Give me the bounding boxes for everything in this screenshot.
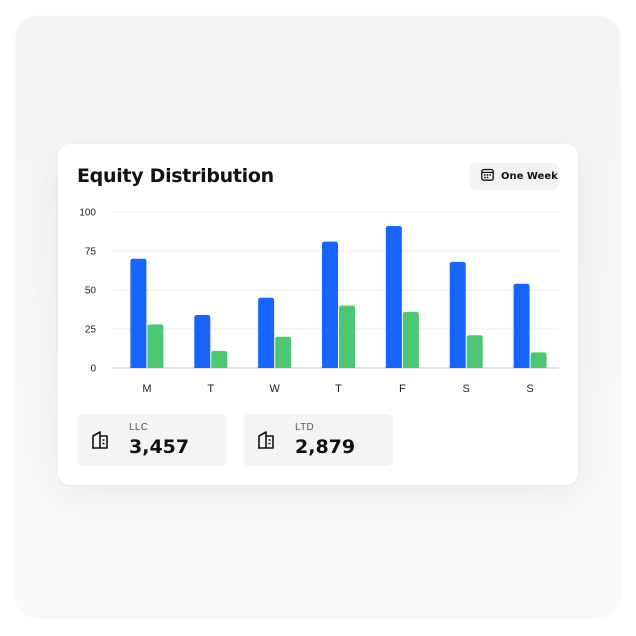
bar-series-b bbox=[211, 350, 228, 368]
y-tick-label: 0 bbox=[90, 364, 96, 375]
x-tick-label: S bbox=[526, 383, 533, 395]
x-tick-label: T bbox=[207, 383, 214, 395]
x-tick-label: F bbox=[399, 383, 406, 395]
bar-series-b bbox=[275, 336, 292, 368]
bar-series-b bbox=[466, 335, 483, 368]
x-tick-label: S bbox=[463, 383, 470, 395]
x-tick-label: W bbox=[269, 383, 280, 395]
bar-series-b bbox=[147, 324, 164, 368]
bar-series-a bbox=[449, 261, 466, 368]
y-tick-label: 75 bbox=[85, 247, 97, 258]
y-tick-label: 25 bbox=[85, 325, 97, 336]
y-tick-label: 50 bbox=[85, 286, 97, 297]
stat-card-llc: LLC 3,457 bbox=[77, 414, 227, 466]
bar-series-a bbox=[258, 297, 275, 368]
building-icon bbox=[257, 430, 275, 455]
stat-value: 3,457 bbox=[129, 436, 190, 458]
bar-series-b bbox=[530, 352, 547, 368]
x-tick-label: M bbox=[142, 383, 151, 395]
stat-label: LLC bbox=[129, 422, 149, 433]
stat-value: 2,879 bbox=[295, 436, 356, 458]
bar-series-b bbox=[402, 311, 419, 368]
y-tick-label: 100 bbox=[79, 208, 96, 219]
building-icon bbox=[91, 430, 109, 455]
stat-label: LTD bbox=[295, 422, 315, 433]
equity-distribution-card: Equity Distribution One Week 0 25 50 75 100 M… bbox=[58, 144, 578, 485]
bar-chart: 0 25 50 75 100 M T W T F S S bbox=[79, 208, 559, 395]
x-tick-label: T bbox=[335, 383, 342, 395]
bar-series-a bbox=[385, 226, 402, 368]
bar-series-a bbox=[322, 241, 338, 368]
time-range-label: One Week bbox=[501, 171, 558, 182]
calendar-icon bbox=[481, 168, 494, 186]
stat-card-ltd: LTD 2,879 bbox=[243, 414, 393, 466]
card-title: Equity Distribution bbox=[77, 165, 274, 187]
time-range-button[interactable]: One Week bbox=[469, 163, 559, 190]
bar-series-b bbox=[339, 305, 355, 368]
bar-series-a bbox=[130, 258, 147, 368]
bar-series-a bbox=[513, 283, 530, 368]
bar-series-a bbox=[194, 314, 211, 368]
